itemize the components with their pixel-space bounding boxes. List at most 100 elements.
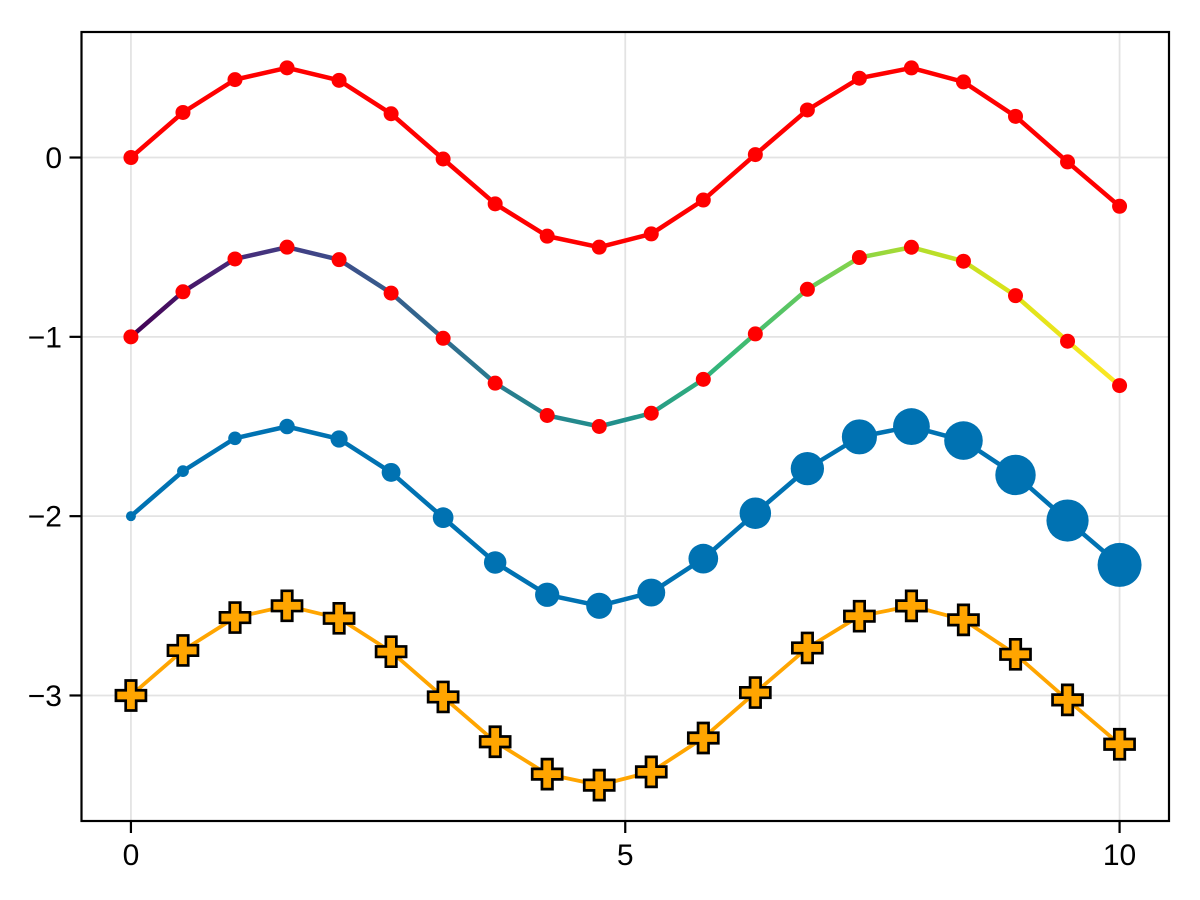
data-point-circle [747, 147, 763, 163]
data-point-plus [322, 601, 356, 635]
data-point-circle [539, 407, 555, 423]
data-point-plus [582, 768, 616, 802]
data-point-circle [279, 239, 295, 255]
grid [81, 32, 1169, 821]
data-point-circle [790, 451, 825, 486]
data-point-plus [738, 676, 772, 709]
data-point-plus [1103, 727, 1136, 761]
data-point-circle [435, 151, 451, 167]
data-point-plus [114, 679, 148, 712]
data-point-circle [175, 104, 191, 120]
data-point-circle [177, 465, 189, 478]
data-point-circle [799, 102, 815, 118]
data-point-circle [279, 60, 295, 76]
data-point-circle [695, 371, 711, 387]
y-tick-label: 0 [45, 142, 62, 175]
data-point-circle [175, 284, 191, 300]
data-point-plus [426, 680, 460, 714]
data-point-circle [695, 192, 711, 208]
data-point-circle [643, 226, 659, 242]
x-tick-label: 10 [1103, 839, 1136, 872]
data-point-circle [435, 330, 451, 346]
data-point-circle [1112, 378, 1128, 394]
data-point-plus [895, 589, 928, 623]
data-point-circle [1008, 108, 1024, 124]
data-point-circle [123, 150, 139, 166]
data-point-circle [799, 281, 815, 297]
data-point-circle [1008, 288, 1024, 304]
x-axis: 0 5 10 [123, 822, 1136, 872]
data-point-circle [331, 72, 347, 88]
data-point-circle [331, 252, 347, 268]
data-point-circle [535, 582, 560, 607]
y-tick-label: −1 [28, 321, 62, 354]
data-point-circle [1060, 333, 1076, 349]
y-tick-label: −2 [28, 501, 62, 534]
data-point-plus [218, 601, 252, 634]
data-point-circle [228, 431, 242, 446]
series-sine-viridis-gradient-line [123, 239, 1128, 434]
data-point-plus [530, 757, 564, 791]
data-point-circle [955, 253, 971, 269]
data-point-circle [432, 507, 454, 528]
data-point-circle [851, 70, 867, 86]
data-point-circle [643, 405, 659, 421]
data-point-circle [637, 578, 666, 607]
data-point-circle [383, 285, 399, 301]
data-point-circle [591, 239, 607, 255]
data-point-circle [487, 375, 503, 391]
data-point-circle [903, 60, 919, 76]
series-sine-red [123, 60, 1128, 255]
x-tick-label: 5 [617, 839, 634, 872]
data-point-circle [591, 418, 607, 434]
data-point-circle [893, 408, 930, 445]
y-axis: 0 −1 −2 −3 [28, 142, 81, 713]
data-point-plus [634, 755, 668, 789]
data-point-circle [851, 250, 867, 266]
series-line [128, 244, 1122, 429]
data-point-circle [1060, 154, 1076, 170]
data-point-circle [330, 430, 348, 448]
data-point-plus [270, 589, 304, 623]
data-point-plus [999, 637, 1032, 671]
data-point-plus [686, 721, 720, 755]
data-point-plus [791, 631, 824, 665]
data-point-circle [739, 497, 772, 529]
data-point-circle [747, 326, 763, 342]
data-point-plus [1051, 683, 1084, 717]
data-point-circle [381, 462, 401, 482]
data-point-circle [944, 421, 983, 460]
data-point-circle [688, 543, 719, 574]
data-point-plus [374, 635, 408, 669]
data-point-circle [841, 419, 877, 455]
data-point-plus [478, 725, 512, 759]
data-point-circle [539, 228, 555, 244]
data-point-circle [586, 592, 613, 619]
data-point-circle [125, 511, 136, 522]
data-point-circle [1112, 198, 1128, 214]
axis-frame [80, 30, 1171, 823]
x-tick-label: 0 [123, 839, 140, 872]
data-point-circle [227, 72, 243, 88]
data-point-plus [843, 599, 876, 633]
data-point-circle [227, 251, 243, 267]
data-point-circle [487, 196, 503, 212]
data-point-circle [903, 239, 919, 255]
data-point-circle [279, 418, 295, 435]
data-point-plus [166, 634, 200, 667]
data-point-circle [995, 454, 1036, 496]
data-point-circle [1097, 542, 1142, 587]
data-point-plus [947, 603, 980, 637]
data-point-circle [383, 106, 399, 122]
series-sine-blue-growing-markers [125, 408, 1142, 619]
series-line [128, 65, 1122, 250]
series-sine-orange-plus-markers [114, 589, 1136, 802]
y-tick-label: −3 [28, 680, 62, 713]
data-point-circle [123, 329, 139, 345]
data-point-circle [1046, 499, 1089, 542]
data-point-circle [483, 551, 507, 574]
data-point-circle [955, 74, 971, 90]
